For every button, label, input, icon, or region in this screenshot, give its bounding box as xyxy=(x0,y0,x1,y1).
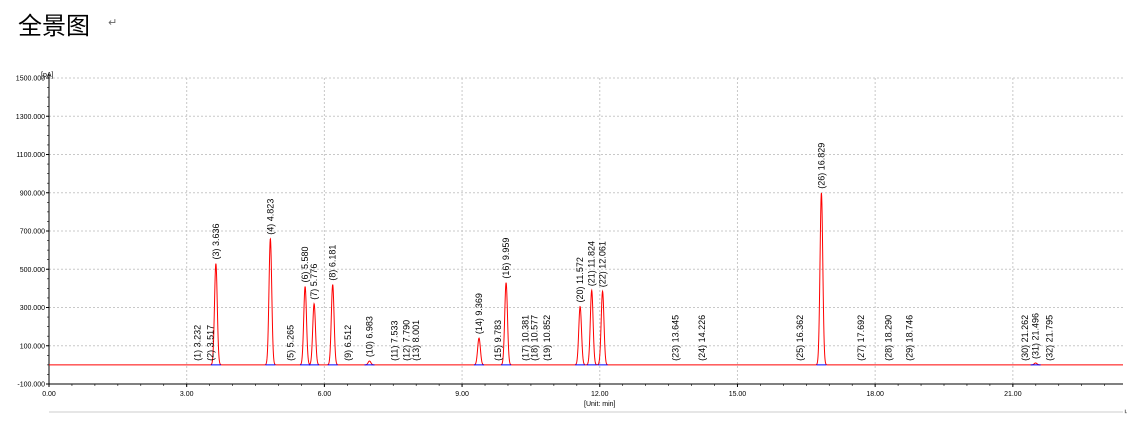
peak-label: (2) 3.517 xyxy=(205,325,215,361)
y-tick-label: 900.000 xyxy=(20,190,45,197)
x-tick-label: 6.00 xyxy=(318,391,332,398)
peak-label: (25) 16.362 xyxy=(795,315,805,361)
tick-labels: -100.000 100.000 300.000 500.000 700.000 900.… xyxy=(16,76,1022,399)
peak-label: (23) 13.645 xyxy=(670,315,680,361)
y-tick-label: 100.000 xyxy=(20,343,45,350)
peak-label: (15) 9.783 xyxy=(493,320,503,361)
peak-label: (18) 10.577 xyxy=(530,315,540,361)
peak-label: (14) 9.369 xyxy=(474,293,484,334)
x-tick-label: 21.00 xyxy=(1004,391,1022,398)
peak-label: (9) 6.512 xyxy=(343,325,353,361)
axes xyxy=(46,74,1123,413)
y-axis-label: [pA] xyxy=(41,72,54,79)
signal-trace xyxy=(49,192,1123,366)
peak-label: (28) 18.290 xyxy=(884,315,894,361)
paragraph-mark: ↵ xyxy=(108,16,118,29)
x-tick-label: 0.00 xyxy=(42,391,56,398)
peak-label: (27) 17.692 xyxy=(856,315,866,361)
y-tick-label: -100.000 xyxy=(17,382,45,389)
peak-label: (32) 21.795 xyxy=(1044,315,1054,361)
peak-label: (19) 10.852 xyxy=(542,315,552,361)
peak-label: (31) 21.496 xyxy=(1031,313,1041,359)
peak-label: (21) 11.824 xyxy=(587,241,597,286)
peak-labels: (1) 3.232 (2) 3.517 (3) 3.636 (4) 4.823 (5) … xyxy=(192,143,1054,361)
y-tick-label: 300.000 xyxy=(20,305,45,312)
x-tick-label: 18.00 xyxy=(866,391,884,398)
peak-label: (11) 7.533 xyxy=(390,321,400,361)
x-tick-label: 9.00 xyxy=(455,391,469,398)
y-tick-label: 500.000 xyxy=(20,267,45,274)
peak-label: (12) 7.790 xyxy=(402,320,412,361)
x-axis-label: [Unit: min] xyxy=(584,401,616,408)
peak-label: (26) 16.829 xyxy=(816,143,826,189)
y-tick-label: 1500.000 xyxy=(16,76,45,83)
page-heading: 全景图 xyxy=(18,12,90,40)
peak-label: (6) 5.580 xyxy=(300,246,310,282)
peak-label: (16) 9.959 xyxy=(501,238,511,279)
peak-label: (24) 14.226 xyxy=(697,315,707,361)
signal-line xyxy=(49,192,1123,366)
y-tick-label: 700.000 xyxy=(20,229,45,236)
peak-label: (8) 6.181 xyxy=(328,245,338,281)
x-tick-label: 15.00 xyxy=(729,391,747,398)
peak-label: (3) 3.636 xyxy=(211,223,221,259)
y-tick-label: 1300.000 xyxy=(16,114,45,121)
corner-mark: ⸤ xyxy=(1124,404,1128,415)
peak-label: (4) 4.823 xyxy=(265,199,275,235)
peak-label: (13) 8.001 xyxy=(411,320,421,361)
y-tick-label: 1100.000 xyxy=(16,152,45,159)
peak-label: (22) 12.061 xyxy=(598,241,608,287)
x-tick-label: 3.00 xyxy=(180,391,194,398)
peak-label: (1) 3.232 xyxy=(192,325,202,361)
peak-label: (5) 5.265 xyxy=(286,325,296,361)
peak-label: (29) 18.746 xyxy=(904,315,914,361)
peak-label: (20) 11.572 xyxy=(575,257,585,302)
peak-label: (17) 10.381 xyxy=(521,315,531,361)
x-tick-label: 12.00 xyxy=(591,391,609,398)
peak-label: (7) 5.776 xyxy=(309,264,319,300)
peak-label: (30) 21.262 xyxy=(1020,315,1030,361)
peak-label: (10) 6.983 xyxy=(365,316,375,357)
